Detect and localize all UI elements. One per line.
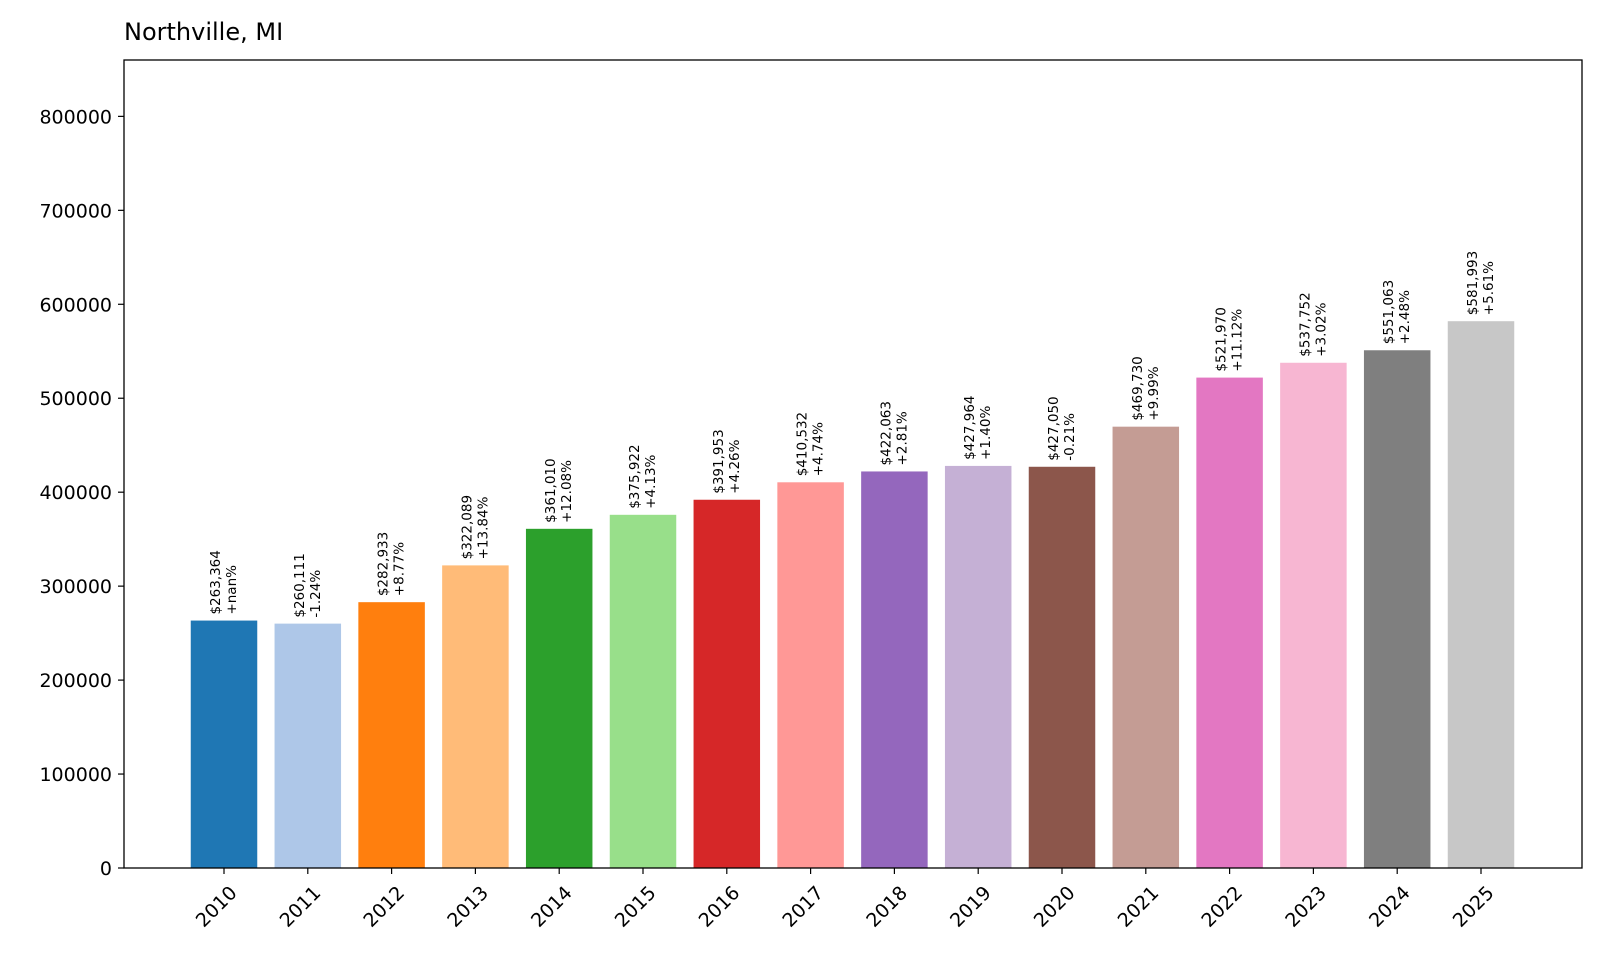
bar-2016 — [693, 499, 761, 868]
bar-value-label: $260,111 — [292, 553, 308, 617]
bar-change-label: -1.24% — [308, 570, 324, 618]
bar-change-label: +2.81% — [894, 411, 910, 465]
bar-value-label: $391,953 — [711, 429, 727, 493]
bar-change-label: +4.74% — [811, 422, 827, 476]
x-tick-label: 2018 — [862, 882, 912, 932]
x-tick-label: 2012 — [359, 882, 409, 932]
bar-value-label: $427,964 — [962, 395, 978, 459]
x-tick-label: 2016 — [695, 882, 745, 932]
bar-2021 — [1112, 426, 1180, 868]
bar-value-label: $581,993 — [1465, 251, 1481, 315]
x-tick-label: 2022 — [1197, 882, 1247, 932]
bar-change-label: +1.40% — [978, 406, 994, 460]
bar-change-label: +9.99% — [1146, 366, 1162, 420]
x-tick-label: 2024 — [1365, 882, 1415, 932]
x-tick-label: 2013 — [443, 882, 493, 932]
bar-change-label: +2.48% — [1397, 290, 1413, 344]
bar-change-label: +8.77% — [392, 542, 408, 596]
x-tick-label: 2021 — [1114, 882, 1164, 932]
bar-value-label: $361,010 — [543, 458, 559, 522]
bar-2014 — [525, 528, 593, 868]
bar-change-label: +13.84% — [475, 496, 491, 559]
bar-value-label: $322,089 — [459, 495, 475, 559]
bar-value-label: $375,922 — [627, 444, 643, 508]
bar-2025 — [1447, 321, 1515, 868]
bar-value-label: $551,063 — [1381, 280, 1397, 344]
bar-change-label: +11.12% — [1230, 309, 1246, 372]
bar-change-label: +3.02% — [1313, 302, 1329, 356]
x-tick-label: 2023 — [1281, 882, 1331, 932]
x-tick-label: 2019 — [946, 882, 996, 932]
bar-change-label: +nan% — [224, 565, 240, 615]
x-tick-label: 2011 — [276, 882, 326, 932]
x-tick-label: 2015 — [611, 882, 661, 932]
y-tick-label: 0 — [100, 858, 112, 880]
bar-value-label: $469,730 — [1130, 356, 1146, 420]
bar-2020 — [1028, 466, 1096, 868]
bar-2010 — [190, 620, 258, 868]
bar-change-label: +4.13% — [643, 454, 659, 508]
bar-2023 — [1280, 362, 1347, 868]
x-tick-label: 2025 — [1449, 882, 1499, 932]
bar-2018 — [861, 471, 928, 868]
y-tick-label: 600000 — [39, 294, 112, 316]
y-tick-label: 500000 — [39, 388, 112, 410]
chart-title: Northville, MI — [124, 18, 284, 46]
bar-2012 — [358, 602, 425, 868]
x-tick-label: 2020 — [1030, 882, 1080, 932]
bar-value-label: $422,063 — [878, 401, 894, 465]
y-tick-label: 700000 — [39, 200, 112, 222]
y-tick-label: 100000 — [39, 764, 112, 786]
bar-2022 — [1196, 377, 1263, 868]
bar-value-label: $410,532 — [795, 412, 811, 476]
x-tick-label: 2017 — [778, 882, 828, 932]
bar-value-label: $263,364 — [208, 550, 224, 614]
bar-value-label: $282,933 — [376, 532, 392, 596]
bar-2017 — [777, 482, 844, 868]
bar-change-label: +12.08% — [559, 460, 575, 523]
bar-change-label: -0.21% — [1062, 413, 1078, 461]
bar-value-label: $427,050 — [1046, 396, 1062, 460]
bar-2013 — [442, 565, 509, 868]
y-tick-label: 400000 — [39, 482, 112, 504]
y-tick-label: 800000 — [39, 106, 112, 128]
bar-value-label: $537,752 — [1297, 292, 1313, 356]
y-tick-label: 200000 — [39, 670, 112, 692]
bar-2024 — [1363, 350, 1431, 868]
bar-change-label: +5.61% — [1481, 261, 1497, 315]
bar-change-label: +4.26% — [727, 439, 743, 493]
plot-frame — [123, 59, 1583, 869]
x-tick-label: 2010 — [192, 882, 242, 932]
bar-2015 — [609, 514, 677, 868]
bar-value-label: $521,970 — [1214, 307, 1230, 371]
bar-2019 — [944, 465, 1012, 868]
bar-2011 — [274, 623, 342, 868]
y-tick-label: 300000 — [39, 576, 112, 598]
x-tick-label: 2014 — [527, 882, 577, 932]
